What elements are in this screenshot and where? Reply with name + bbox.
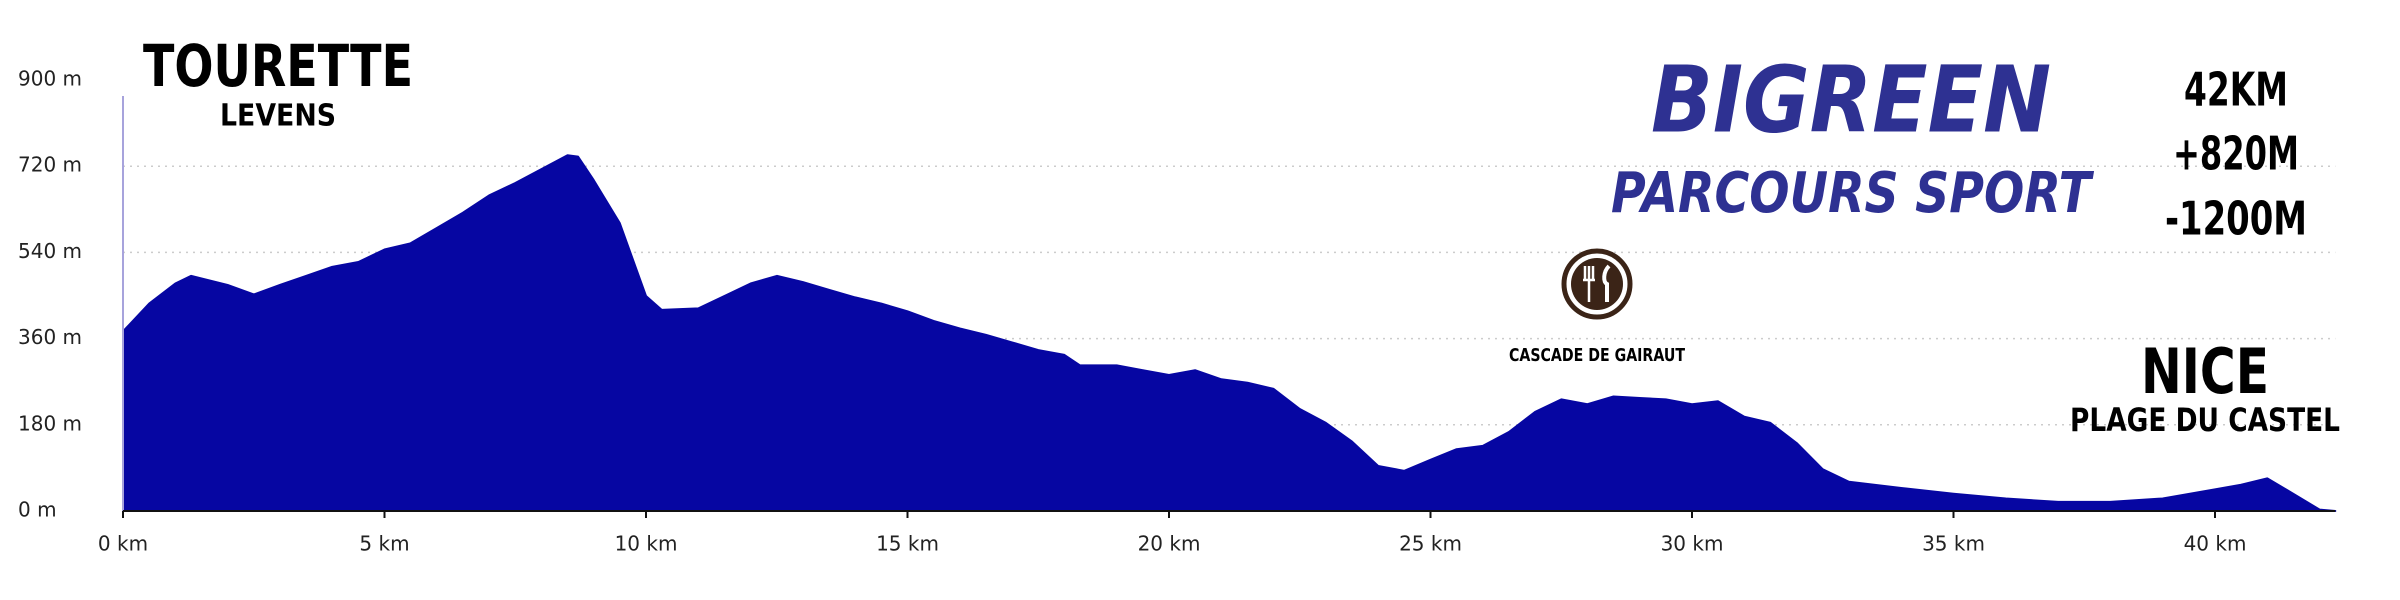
- x-tick-label: 0 km: [98, 532, 148, 556]
- poi-label: CASCADE DE GAIRAUT: [1509, 345, 1686, 366]
- end-subname: PLAGE DU CASTEL: [2070, 401, 2340, 439]
- elevation-area: [122, 154, 2337, 512]
- y-tick-label: 540 m: [18, 239, 82, 263]
- x-tick-label: 30 km: [1661, 532, 1724, 556]
- start-subname: LEVENS: [220, 99, 336, 134]
- brand-subtitle: PARCOURS SPORT: [1611, 161, 2094, 226]
- x-tick-label: 5 km: [359, 532, 409, 556]
- y-tick-label: 0 m: [18, 498, 57, 522]
- y-tick-label: 180 m: [18, 411, 82, 435]
- plot: 0 m 180 m 360 m 540 m 720 m 900 m 0 km 5 km 10 k…: [18, 67, 2337, 556]
- y-tick-label: 900 m: [18, 67, 82, 91]
- x-tick-label: 35 km: [1922, 532, 1985, 556]
- brand-title: BIGREEN: [1651, 46, 2051, 153]
- start-name: TOURETTE: [143, 32, 413, 100]
- x-tick-label: 40 km: [2184, 532, 2247, 556]
- stat-descent: -1200M: [2165, 192, 2307, 246]
- x-tick-label: 10 km: [615, 532, 678, 556]
- stat-ascent: +820M: [2173, 127, 2299, 181]
- x-tick-label: 25 km: [1399, 532, 1462, 556]
- end-name: NICE: [2141, 335, 2269, 408]
- stat-distance: 42KM: [2184, 63, 2288, 117]
- restaurant-icon: [1561, 248, 1633, 320]
- y-tick-label: 360 m: [18, 325, 82, 349]
- x-tick-label: 20 km: [1138, 532, 1201, 556]
- x-tick-label: 15 km: [876, 532, 939, 556]
- y-tick-label: 720 m: [18, 153, 82, 177]
